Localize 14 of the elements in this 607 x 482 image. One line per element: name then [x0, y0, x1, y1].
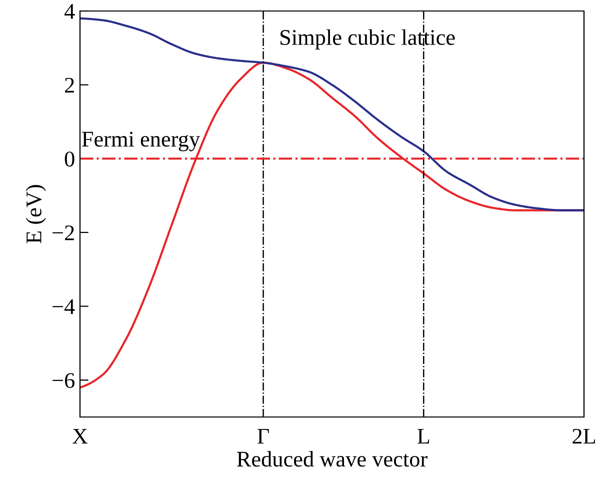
x-tick-label: 2L [572, 428, 596, 444]
x-tick-label: L [417, 428, 430, 444]
x-tick-label: X [72, 428, 88, 444]
y-tick-label: 4 [64, 4, 75, 19]
x-axis-title: Reduced wave vector [237, 451, 428, 467]
annotation: Simple cubic lattice [280, 29, 455, 50]
y-tick-label: −4 [52, 299, 75, 314]
x-tick-label: Γ [257, 428, 269, 444]
y-tick-label: 2 [65, 78, 74, 93]
ref-line-label: Fermi energy [82, 132, 200, 152]
y-tick-label: 0 [64, 152, 74, 167]
y-axis-title: E (eV) [26, 185, 46, 244]
y-tick-label: −2 [52, 225, 74, 240]
y-tick-label: −6 [52, 373, 74, 388]
